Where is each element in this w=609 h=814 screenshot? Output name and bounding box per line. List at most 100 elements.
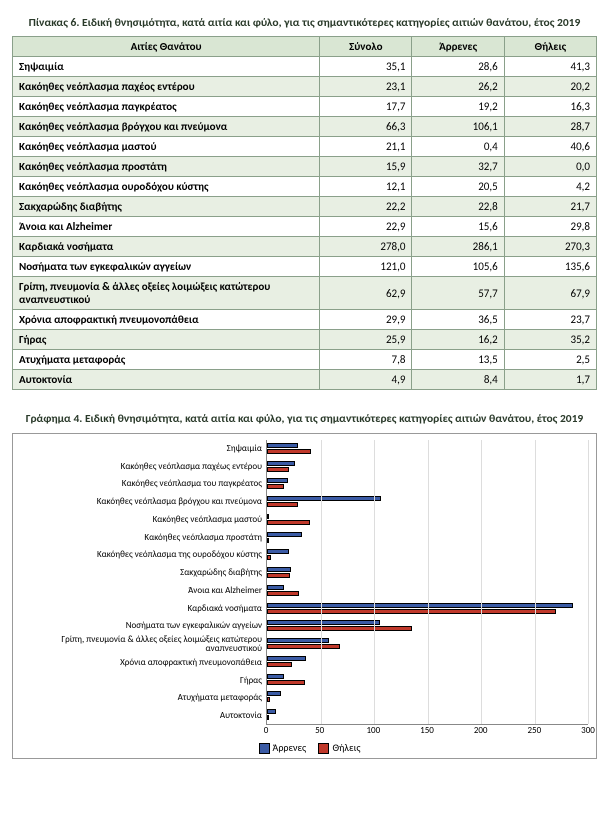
bar-female <box>267 555 271 560</box>
x-tick-label: 200 <box>474 725 488 736</box>
bar-female <box>267 591 299 596</box>
cell-total: 12,1 <box>320 177 412 197</box>
bar-female <box>267 626 412 631</box>
x-tick-label: 300 <box>581 725 595 736</box>
table-row: Καρδιακά νοσήματα278,0286,1270,3 <box>13 237 597 257</box>
cell-cause: Κακόηθες νεόπλασμα παγκρέατος <box>13 97 320 117</box>
x-tick-label: 50 <box>315 725 324 736</box>
chart-gridline <box>588 440 589 724</box>
bar-female <box>267 484 284 489</box>
chart-x-axis: 050100150200250300 <box>266 725 588 739</box>
cell-cause: Γήρας <box>13 330 320 350</box>
table-title: Πίνακας 6. Ειδική θνησιμότητα, κατά αιτί… <box>12 16 597 30</box>
cell-total: 22,2 <box>320 197 412 217</box>
cell-male: 15,6 <box>412 217 504 237</box>
bar-female <box>267 573 290 578</box>
legend-label-female: Θήλεις <box>332 741 360 754</box>
cell-cause: Ατυχήματα μεταφοράς <box>13 350 320 370</box>
table-row: Σηψαιμία35,128,641,3 <box>13 57 597 77</box>
bar-female <box>267 609 556 614</box>
cell-male: 0,4 <box>412 137 504 157</box>
cell-total: 17,7 <box>320 97 412 117</box>
cell-male: 26,2 <box>412 77 504 97</box>
chart-gridline <box>321 440 322 724</box>
bar-female <box>267 715 269 720</box>
cell-total: 121,0 <box>320 257 412 277</box>
bar-female <box>267 538 269 543</box>
cell-female: 23,7 <box>504 310 596 330</box>
bar-male <box>267 585 284 590</box>
chart-category-label: Χρόνια αποφρακτική πνευμονοπάθεια <box>21 654 266 672</box>
bar-female <box>267 662 292 667</box>
table-row: Άνοια και Alzheimer22,915,629,8 <box>13 217 597 237</box>
bar-female <box>267 680 305 685</box>
chart-category-label: Σακχαρώδης διαβήτης <box>21 564 266 582</box>
bar-male <box>267 691 281 696</box>
cell-female: 40,6 <box>504 137 596 157</box>
table-row: Νοσήματα των εγκεφαλικών αγγείων121,0105… <box>13 257 597 277</box>
cell-cause: Αυτοκτονία <box>13 370 320 390</box>
table-row: Κακόηθες νεόπλασμα ουροδόχου κύστης12,12… <box>13 177 597 197</box>
cell-male: 105,6 <box>412 257 504 277</box>
chart-gridline <box>428 440 429 724</box>
cell-female: 270,3 <box>504 237 596 257</box>
table-row: Κακόηθες νεόπλασμα βρόγχου και πνεύμονα6… <box>13 117 597 137</box>
bar-male <box>267 461 295 466</box>
cell-male: 28,6 <box>412 57 504 77</box>
x-tick-label: 150 <box>420 725 434 736</box>
cell-female: 135,6 <box>504 257 596 277</box>
cell-male: 13,5 <box>412 350 504 370</box>
cell-female: 41,3 <box>504 57 596 77</box>
cell-male: 20,5 <box>412 177 504 197</box>
bar-male <box>267 656 306 661</box>
table-row: Σακχαρώδης διαβήτης22,222,821,7 <box>13 197 597 217</box>
cell-female: 2,5 <box>504 350 596 370</box>
cell-cause: Κακόηθες νεόπλασμα ουροδόχου κύστης <box>13 177 320 197</box>
table-row: Ατυχήματα μεταφοράς7,813,52,5 <box>13 350 597 370</box>
table-row: Κακόηθες νεόπλασμα παγκρέατος17,719,216,… <box>13 97 597 117</box>
chart-category-label: Κακόηθες νεόπλασμα μαστού <box>21 511 266 529</box>
cell-cause: Κακόηθες νεόπλασμα παχέος εντέρου <box>13 77 320 97</box>
cell-cause: Σηψαιμία <box>13 57 320 77</box>
chart-category-label: Άνοια και Alzheimer <box>21 582 266 600</box>
table-row: Κακόηθες νεόπλασμα προστάτη15,932,70,0 <box>13 157 597 177</box>
cell-male: 36,5 <box>412 310 504 330</box>
table-row: Κακόηθες νεόπλασμα μαστού21,10,440,6 <box>13 137 597 157</box>
x-tick-label: 0 <box>264 725 269 736</box>
cell-male: 16,2 <box>412 330 504 350</box>
chart-category-label: Ατυχήματα μεταφοράς <box>21 689 266 707</box>
legend-swatch-male <box>259 743 270 754</box>
bar-female <box>267 467 289 472</box>
table-row: Αυτοκτονία4,98,41,7 <box>13 370 597 390</box>
cell-total: 15,9 <box>320 157 412 177</box>
cell-female: 67,9 <box>504 277 596 310</box>
cell-cause: Άνοια και Alzheimer <box>13 217 320 237</box>
col-female: Θήλεις <box>504 37 596 57</box>
cell-cause: Κακόηθες νεόπλασμα προστάτη <box>13 157 320 177</box>
bar-male <box>267 549 289 554</box>
cell-total: 29,9 <box>320 310 412 330</box>
bar-female <box>267 502 298 507</box>
cell-female: 1,7 <box>504 370 596 390</box>
bar-male <box>267 603 573 608</box>
chart-plot-area <box>266 440 588 725</box>
chart-category-label: Κακόηθες νεόπλασμα της ουροδόχου κύστης <box>21 546 266 564</box>
x-tick-label: 100 <box>366 725 380 736</box>
chart-category-label: Κακόηθες νεόπλασμα του παγκρέατος <box>21 475 266 493</box>
cell-female: 21,7 <box>504 197 596 217</box>
cell-total: 4,9 <box>320 370 412 390</box>
chart-category-label: Γρίπη, πνευμονία & άλλες οξείες λοιμώξει… <box>21 635 266 654</box>
cell-total: 23,1 <box>320 77 412 97</box>
x-tick-label: 250 <box>527 725 541 736</box>
cell-cause: Γρίπη, πνευμονία & άλλες οξείες λοιμώξει… <box>13 277 320 310</box>
cell-male: 22,8 <box>412 197 504 217</box>
bar-male <box>267 709 276 714</box>
cell-female: 0,0 <box>504 157 596 177</box>
cell-male: 19,2 <box>412 97 504 117</box>
chart-gridline <box>374 440 375 724</box>
col-cause: Αιτίες Θανάτου <box>13 37 320 57</box>
chart-category-label: Κακόηθες νεόπλασμα παχέως εντέρου <box>21 457 266 475</box>
mortality-table: Αιτίες Θανάτου Σύνολο Άρρενες Θήλεις Σηψ… <box>12 36 597 390</box>
cell-cause: Σακχαρώδης διαβήτης <box>13 197 320 217</box>
cell-cause: Κακόηθες νεόπλασμα βρόγχου και πνεύμονα <box>13 117 320 137</box>
